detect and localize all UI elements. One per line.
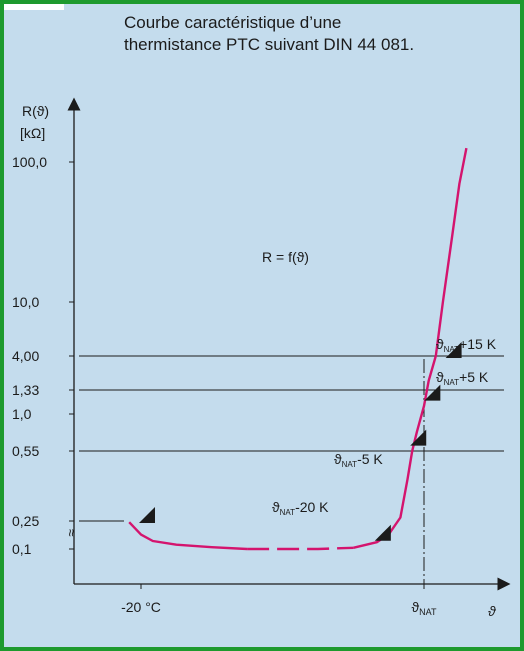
ticks <box>69 161 425 589</box>
y-axis-label-line-1: R(ϑ) <box>22 103 49 119</box>
labels: 100,0 10,0 4,00 1,33 1,0 0,55 0,25 0,1 ≈ -20 °C ϑN… <box>12 103 497 619</box>
top-strip <box>4 4 64 10</box>
y-axis-label-line-2: [kΩ] <box>20 125 45 141</box>
reference-lines <box>79 355 504 584</box>
corner-marker-3 <box>424 384 441 401</box>
curve-segment-left <box>128 521 248 551</box>
annotation-1: ϑNAT+5 K <box>436 369 489 387</box>
chart-title: Courbe caractéristique d’une thermistanc… <box>124 12 414 56</box>
chart-svg: 100,0 10,0 4,00 1,33 1,0 0,55 0,25 0,1 ≈ -20 °C ϑN… <box>12 97 511 619</box>
corner-marker-2 <box>410 429 427 446</box>
y-tick-label-6: 0,25 <box>12 513 39 529</box>
corner-marker-1 <box>374 524 391 541</box>
x-axis-label: ϑ <box>488 603 497 619</box>
y-tick-label-4: 1,0 <box>12 406 32 422</box>
y-tick-label-2: 4,00 <box>12 348 39 364</box>
y-tick-label-5: 0,55 <box>12 443 39 459</box>
x-tick-label-0: -20 °C <box>121 599 161 615</box>
x-tick-label-1: ϑNAT <box>412 599 437 617</box>
curve-segment-dashed <box>247 546 354 551</box>
annotation-2: ϑNAT-5 K <box>334 451 383 469</box>
axis-break-symbol: ≈ <box>63 529 79 537</box>
chart-title-line-1: Courbe caractéristique d’une <box>124 13 342 32</box>
annotation-0: ϑNAT+15 K <box>436 336 497 354</box>
y-tick-label-1: 10,0 <box>12 294 39 310</box>
y-tick-label-7: 0,1 <box>12 541 32 557</box>
y-tick-label-0: 100,0 <box>12 154 47 170</box>
corner-markers <box>139 342 462 541</box>
formula-label: R = f(ϑ) <box>262 249 309 265</box>
chart-title-line-2: thermistance PTC suivant DIN 44 081. <box>124 35 415 54</box>
corner-marker-0 <box>139 507 155 523</box>
y-tick-label-3: 1,33 <box>12 382 39 398</box>
curve <box>128 147 468 551</box>
corner-marker-4 <box>445 342 462 358</box>
annotation-3: ϑNAT-20 K <box>272 499 329 517</box>
axes <box>67 97 511 591</box>
